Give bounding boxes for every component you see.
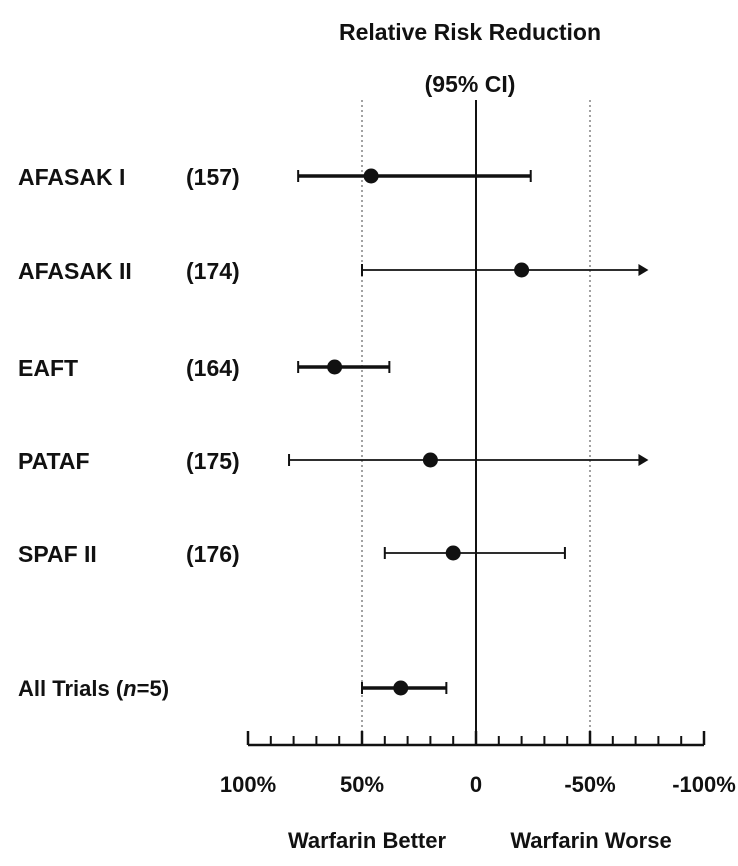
trial-pataf-n: (175)	[186, 448, 240, 474]
trial-pataf-label: PATAF	[18, 448, 90, 474]
trial-afasak-ii-ci-arrow	[638, 264, 649, 276]
trial-afasak-i-n: (157)	[186, 164, 240, 190]
chart-subtitle: (95% CI)	[425, 71, 516, 97]
trial-spaf-ii-n: (176)	[186, 541, 240, 567]
trial-spaf-ii-point-estimate	[445, 545, 461, 561]
x-tick-label: -50%	[564, 772, 615, 797]
trial-afasak-ii-n: (174)	[186, 258, 240, 284]
trial-afasak-i-label: AFASAK I	[18, 164, 125, 190]
trial-afasak-ii-label: AFASAK II	[18, 258, 132, 284]
trial-eaft-point-estimate	[327, 359, 343, 375]
trial-afasak-ii-point-estimate	[514, 262, 530, 278]
x-tick-label: -100%	[672, 772, 736, 797]
x-tick-label: 50%	[340, 772, 384, 797]
warfarin-worse-label: Warfarin Worse	[510, 828, 671, 853]
trial-rows: AFASAK I (157) AFASAK II (174) EAFT (164) PATA…	[18, 164, 649, 701]
trial-afasak-i-point-estimate	[363, 168, 379, 184]
x-axis: 100% 50% 0 -50% -100%	[220, 731, 736, 797]
trial-spaf-ii-label: SPAF II	[18, 541, 97, 567]
trial-pataf-ci-arrow	[638, 454, 649, 466]
chart-title: Relative Risk Reduction	[339, 19, 601, 45]
trial-eaft-label: EAFT	[18, 355, 78, 381]
x-tick-label: 100%	[220, 772, 276, 797]
trial-pataf-point-estimate	[422, 452, 438, 468]
summary-label: All Trials (n=5)	[18, 676, 169, 701]
summary-point-estimate	[393, 680, 409, 696]
trial-eaft-n: (164)	[186, 355, 240, 381]
warfarin-better-label: Warfarin Better	[288, 828, 447, 853]
x-tick-label: 0	[470, 772, 482, 797]
